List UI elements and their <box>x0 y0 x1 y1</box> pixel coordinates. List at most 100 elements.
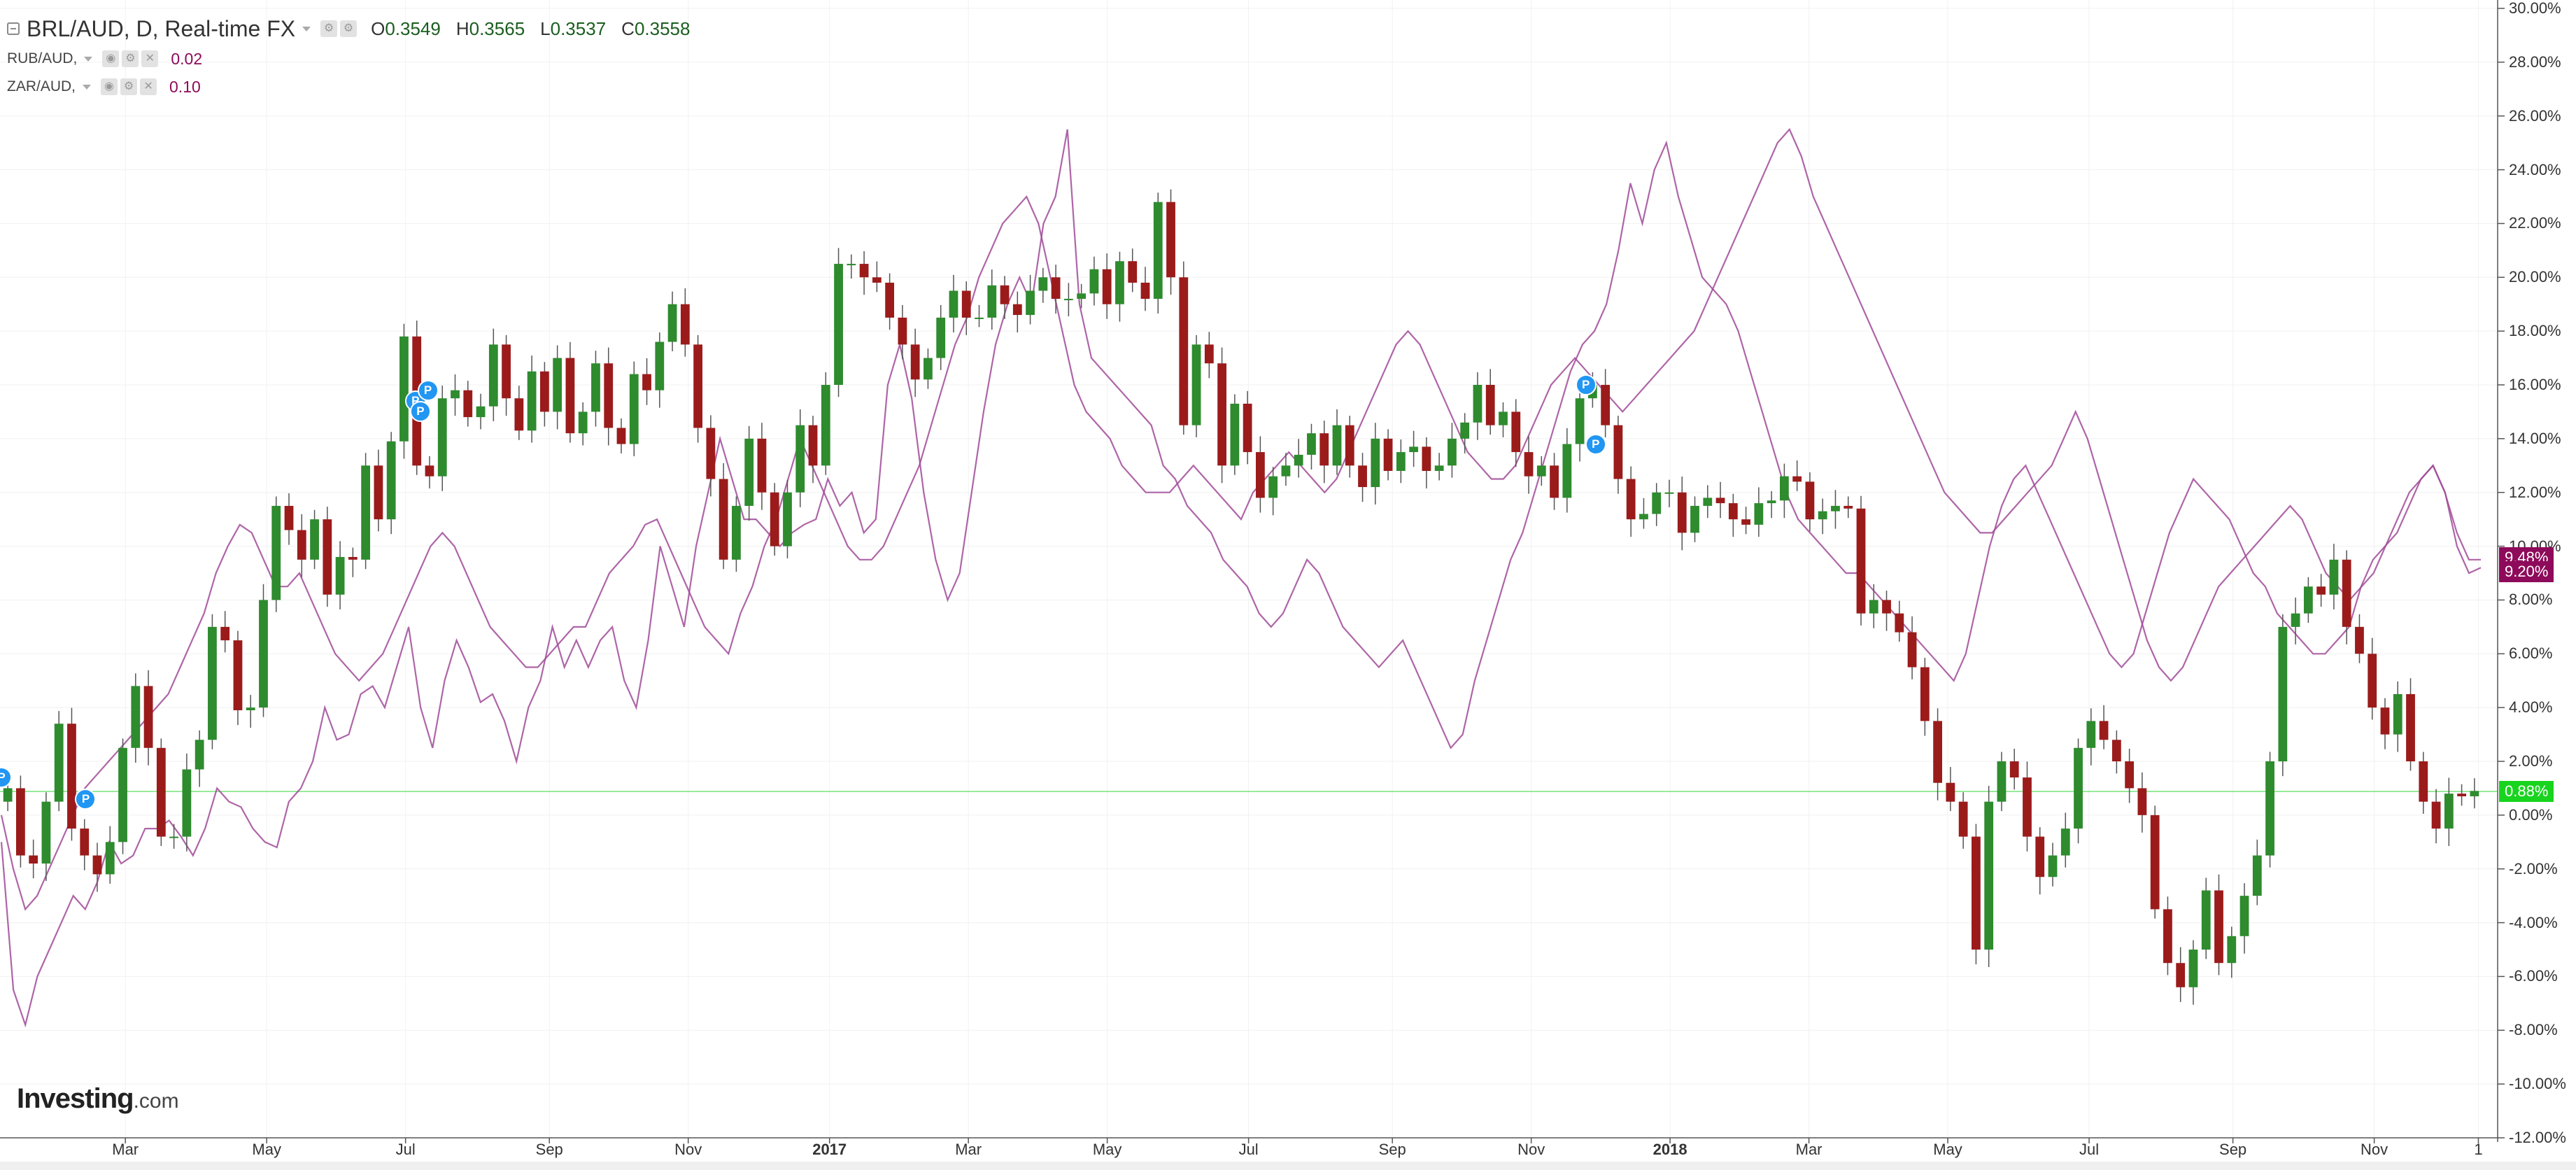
x-tick-label: Jul <box>1238 1141 1259 1158</box>
low-value: L0.3537 <box>540 17 607 39</box>
y-tick-label: 16.00% <box>2509 376 2561 393</box>
bottom-scrollbar <box>0 1162 2576 1170</box>
x-tick-label: Nov <box>1517 1141 1545 1158</box>
candle-down <box>2214 890 2223 964</box>
candle-down <box>961 290 971 318</box>
candle-down <box>1051 277 1061 299</box>
format-icon[interactable]: ⚙ <box>340 20 358 37</box>
candle-down <box>859 264 869 278</box>
candle-up <box>118 747 127 843</box>
compare-series-title[interactable]: ZAR/AUD, <box>7 78 76 94</box>
candle-up <box>1230 403 1240 466</box>
candle-up <box>208 626 217 740</box>
candle-down <box>706 428 716 479</box>
candle-down <box>872 277 882 283</box>
y-tick-label: 18.00% <box>2509 322 2561 340</box>
ohlc-values: O0.3549 H0.3565 L0.3537 C0.3558 <box>371 18 690 40</box>
candle-down <box>1012 304 1022 316</box>
candle-up <box>2201 890 2211 950</box>
candle-up <box>667 304 677 342</box>
candle-up <box>1434 465 1444 471</box>
candle-up <box>591 363 600 412</box>
candle-up <box>578 411 588 434</box>
candle-up <box>1396 452 1406 471</box>
candle-down <box>374 465 383 520</box>
visibility-icon[interactable]: ◉ <box>101 78 118 95</box>
candle-down <box>2380 707 2390 735</box>
candle-down <box>143 686 153 748</box>
candle-down <box>1179 277 1189 425</box>
candle-up <box>1831 505 1840 512</box>
main-series-title[interactable]: BRL/AUD, D, Real-time FX <box>27 15 296 41</box>
x-tick-label: Jul <box>2079 1141 2100 1158</box>
candle-up <box>169 836 179 838</box>
candle-up <box>553 358 562 412</box>
candle-up <box>1153 202 1163 299</box>
compare-line-zar-aud <box>0 127 2482 911</box>
settings-icon[interactable]: ⚙ <box>122 50 139 67</box>
candle-up <box>1703 498 1713 506</box>
x-tick-label: Sep <box>2219 1141 2247 1158</box>
candle-up <box>2303 586 2313 614</box>
series-menu-caret-icon[interactable] <box>302 26 311 31</box>
candle-down <box>297 530 306 560</box>
candle-up <box>1077 293 1087 299</box>
x-tick-label: Nov <box>2361 1141 2389 1158</box>
compare-series-title[interactable]: RUB/AUD, <box>7 50 78 66</box>
event-marker-icon[interactable]: P <box>417 379 439 401</box>
candle-up <box>1664 492 1674 494</box>
candle-down <box>2099 721 2109 740</box>
candle-up <box>1307 433 1316 455</box>
candle-down <box>1601 385 1611 425</box>
candle-down <box>808 425 818 466</box>
x-tick-label: 2017 <box>812 1141 847 1158</box>
y-tick-label: -8.00% <box>2509 1021 2558 1039</box>
candle-up <box>987 285 997 318</box>
candle-up <box>1562 444 1572 498</box>
candle-down <box>1383 438 1393 471</box>
candle-up <box>194 740 204 770</box>
open-value: O0.3549 <box>371 17 441 39</box>
compare-menu-caret-icon[interactable] <box>84 56 93 62</box>
candle-down <box>1920 667 1930 721</box>
candle-up <box>1294 454 1303 466</box>
candle-up <box>1818 511 1827 520</box>
event-marker-icon[interactable]: P <box>1585 433 1606 455</box>
settings-icon[interactable]: ⚙ <box>320 20 338 37</box>
event-marker-icon[interactable]: P <box>409 401 431 423</box>
candle-down <box>348 556 358 560</box>
candle-up <box>335 556 345 595</box>
y-tick-label: 22.00% <box>2509 214 2561 232</box>
candle-up <box>2060 829 2070 856</box>
candle-up <box>629 374 639 444</box>
settings-icon[interactable]: ⚙ <box>120 78 138 95</box>
visibility-icon[interactable]: ◉ <box>102 50 120 67</box>
collapse-legend-icon[interactable] <box>7 22 20 35</box>
event-marker-icon[interactable]: P <box>1575 374 1597 395</box>
candle-up <box>1115 261 1124 304</box>
remove-icon[interactable]: ✕ <box>140 78 157 95</box>
candle-down <box>92 855 102 875</box>
compare-menu-caret-icon[interactable] <box>83 84 92 90</box>
candle-up <box>923 358 933 380</box>
y-tick-label: 2.00% <box>2509 752 2553 770</box>
candle-up <box>1690 505 1699 533</box>
candle-down <box>1140 282 1150 299</box>
candle-down <box>2368 654 2377 708</box>
candle-up <box>655 341 665 390</box>
candle-up <box>1371 438 1380 488</box>
candle-down <box>1972 836 1981 950</box>
event-marker-icon[interactable]: P <box>75 788 97 810</box>
candle-down <box>1946 782 1955 802</box>
y-tick-label: -6.00% <box>2509 967 2558 985</box>
candle-up <box>476 406 486 418</box>
remove-icon[interactable]: ✕ <box>141 50 159 67</box>
candle-up <box>2444 794 2454 829</box>
candle-up <box>744 438 754 506</box>
candle-down <box>2176 963 2186 987</box>
candle-up <box>131 686 141 748</box>
candle-down <box>284 505 294 530</box>
compare-legend-zar: ZAR/AUD, ◉ ⚙ ✕ 0.10 <box>7 74 201 99</box>
